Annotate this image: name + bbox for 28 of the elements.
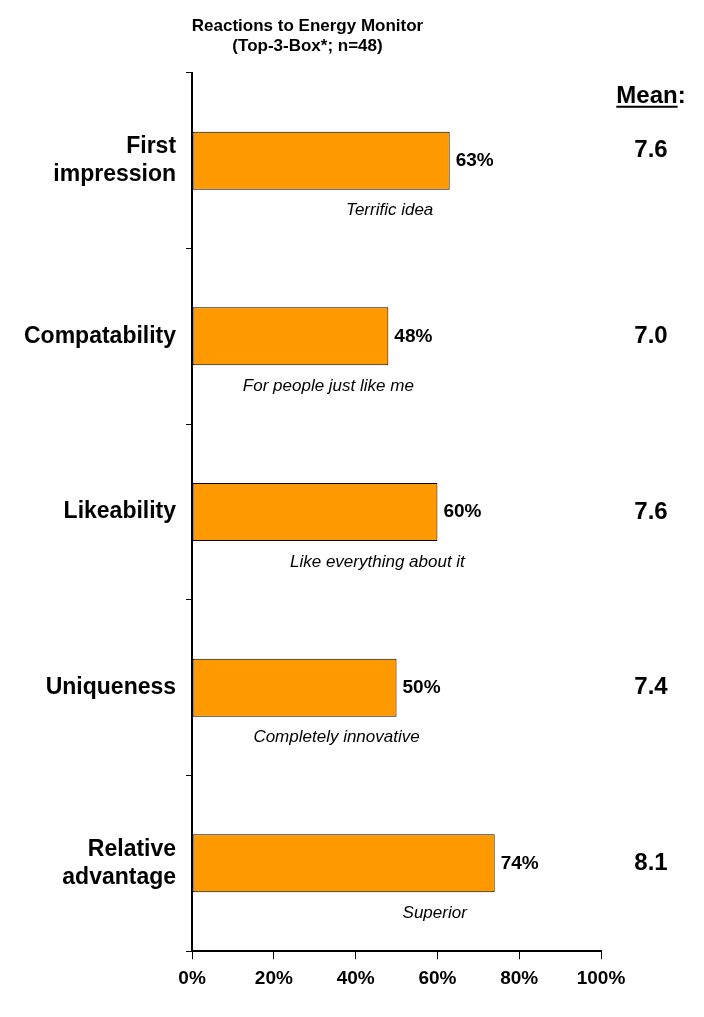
x-tick-label: 20% (254, 966, 293, 988)
data-label: 74% (500, 851, 539, 873)
data-label: 48% (394, 324, 433, 346)
y-tick-label: Compatability (23, 321, 177, 348)
x-tick-label: 100% (576, 966, 626, 988)
y-tick-label: Likeability (63, 497, 177, 524)
annotation: For people just like me (242, 376, 414, 396)
x-tick-label: 0% (178, 966, 206, 988)
y2-tick-label: 7.6 (634, 496, 668, 524)
annotation: Terrific idea (346, 200, 434, 220)
y2-axis-title: Mean: (616, 80, 686, 108)
data-label: 60% (443, 500, 482, 522)
y-tick-label: Uniqueness (45, 673, 177, 700)
y-tick-label: Relative advantage (62, 834, 177, 889)
x-tick-label: 60% (418, 966, 457, 988)
chart-title: Reactions to Energy Monitor (Top-3-Box*; n=48) (191, 15, 424, 56)
y2-tick-label: 8.1 (634, 847, 668, 875)
y2-tick-label: 7.0 (634, 320, 668, 348)
y2-tick-label: 7.4 (634, 672, 669, 700)
x-tick-label: 40% (336, 966, 375, 988)
x-tick-label: 80% (500, 966, 539, 988)
data-label: 63% (455, 148, 494, 170)
annotation: Superior (402, 903, 469, 923)
annotation: Like everything about it (290, 551, 467, 571)
annotation: Completely innovative (253, 727, 420, 747)
y-tick-label: First impression (53, 132, 177, 186)
data-label: 50% (402, 675, 441, 697)
y2-tick-label: 7.6 (634, 135, 668, 163)
